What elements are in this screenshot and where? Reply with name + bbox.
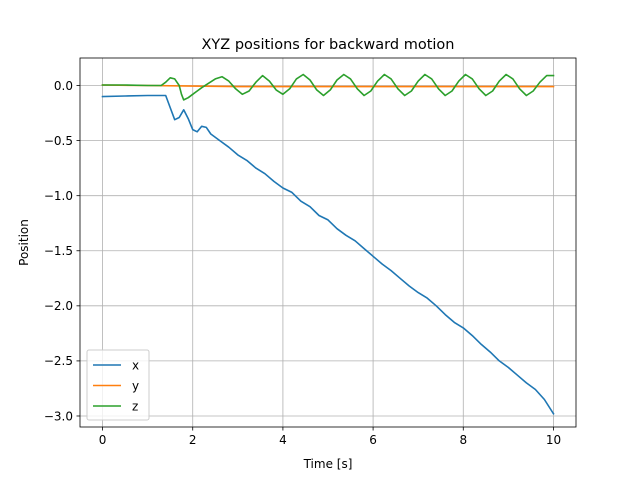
legend-label-y: y <box>132 379 139 393</box>
legend-label-x: x <box>132 358 139 372</box>
x-tick-label: 8 <box>459 433 467 447</box>
legend: xyz <box>86 349 150 421</box>
plot-frame <box>79 57 577 428</box>
x-tick-label: 10 <box>546 433 561 447</box>
y-tick-label: −2.5 <box>44 354 73 368</box>
plot-series <box>101 73 555 415</box>
x-tick-label: 4 <box>279 433 287 447</box>
x-axis-label: Time [s] <box>303 457 353 471</box>
x-tick-label: 0 <box>99 433 107 447</box>
chart-title: XYZ positions for backward motion <box>202 37 455 53</box>
y-tick-label: −1.5 <box>44 244 73 258</box>
axis-ticks: 0 2 4 6 8 10 0.0 −0.5 −1.0 −1.5 −2.0 −2.5 −3.0 <box>44 79 561 447</box>
x-tick-label: 2 <box>189 433 197 447</box>
grid <box>80 58 576 427</box>
y-tick-label: −2.0 <box>44 299 73 313</box>
legend-label-z: z <box>132 399 138 413</box>
y-axis-label: Position <box>17 219 31 266</box>
y-tick-label: −3.0 <box>44 409 73 423</box>
series-line-z <box>101 73 555 101</box>
x-tick-label: 6 <box>369 433 377 447</box>
y-tick-label: −1.0 <box>44 189 73 203</box>
y-tick-label: 0.0 <box>54 79 73 93</box>
y-tick-label: −0.5 <box>44 134 73 148</box>
series-line-x <box>101 94 555 415</box>
